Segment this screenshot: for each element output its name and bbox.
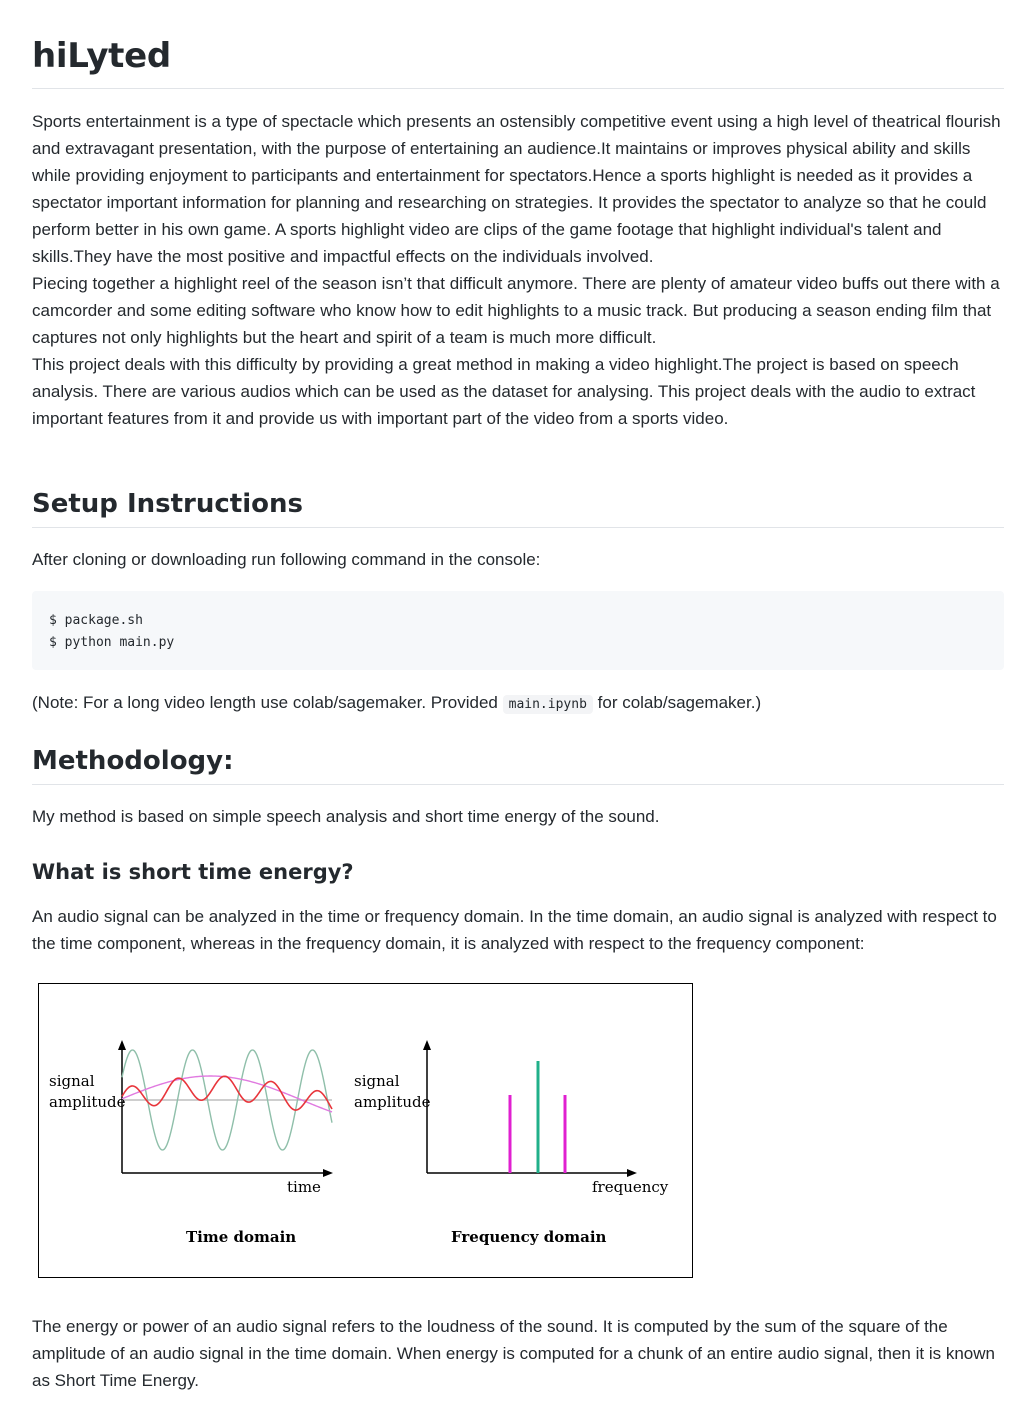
code-line-1: $ package.sh: [49, 613, 143, 628]
domain-figure-svg: signal amplitude time Time domain signal…: [49, 1040, 669, 1246]
setup-note: (Note: For a long video length use colab…: [32, 689, 1004, 718]
code-block[interactable]: $ package.sh $ python main.py: [32, 591, 1004, 670]
time-ylabel-line1: signal: [49, 1072, 95, 1090]
methodology-divider: [32, 784, 1004, 785]
intro-section: Sports entertainment is a type of specta…: [32, 108, 1004, 432]
time-y-arrow-icon: [118, 1040, 126, 1050]
freq-y-arrow-icon: [423, 1040, 431, 1050]
domain-paragraph-block: An audio signal can be analyzed in the t…: [32, 903, 1004, 957]
time-ylabel-line2: amplitude: [49, 1093, 126, 1111]
note-text-before: (Note: For a long video length use colab…: [32, 693, 498, 712]
page-title: hiLyted: [32, 36, 171, 76]
title-divider: [32, 88, 1004, 89]
setup-note-block: (Note: For a long video length use colab…: [32, 689, 1004, 718]
freq-x-arrow-icon: [627, 1169, 637, 1177]
time-wave-red: [121, 1075, 333, 1111]
time-caption: Time domain: [186, 1228, 296, 1246]
intro-paragraph-1: Sports entertainment is a type of specta…: [32, 112, 1001, 266]
time-wave-green: [121, 1049, 333, 1151]
time-xlabel: time: [287, 1178, 321, 1196]
setup-instruction-block: After cloning or downloading run followi…: [32, 546, 1004, 573]
freq-caption: Frequency domain: [451, 1228, 607, 1246]
setup-heading: Setup Instructions: [32, 489, 303, 519]
code-line-2: $ python main.py: [49, 635, 175, 650]
intro-paragraph-3: This project deals with this difficulty …: [32, 355, 976, 428]
time-x-arrow-icon: [323, 1169, 333, 1177]
domain-figure: signal amplitude time Time domain signal…: [38, 983, 693, 1278]
domain-paragraph: An audio signal can be analyzed in the t…: [32, 907, 997, 953]
methodology-heading: Methodology:: [32, 746, 234, 776]
setup-instruction: After cloning or downloading run followi…: [32, 550, 541, 569]
intro-paragraph-2: Piecing together a highlight reel of the…: [32, 274, 1000, 347]
methodology-text-block: My method is based on simple speech anal…: [32, 803, 1004, 830]
methodology-text: My method is based on simple speech anal…: [32, 807, 660, 826]
energy-paragraph: The energy or power of an audio signal r…: [32, 1317, 995, 1390]
energy-paragraph-block: The energy or power of an audio signal r…: [32, 1313, 1004, 1394]
note-text-after: for colab/sagemaker.): [597, 693, 762, 712]
freq-ylabel-line2: amplitude: [354, 1093, 431, 1111]
freq-ylabel-line1: signal: [354, 1072, 400, 1090]
note-inline-code: main.ipynb: [502, 695, 593, 714]
setup-divider: [32, 527, 1004, 528]
short-time-energy-heading: What is short time energy?: [32, 860, 354, 884]
freq-xlabel: frequency: [592, 1178, 669, 1196]
